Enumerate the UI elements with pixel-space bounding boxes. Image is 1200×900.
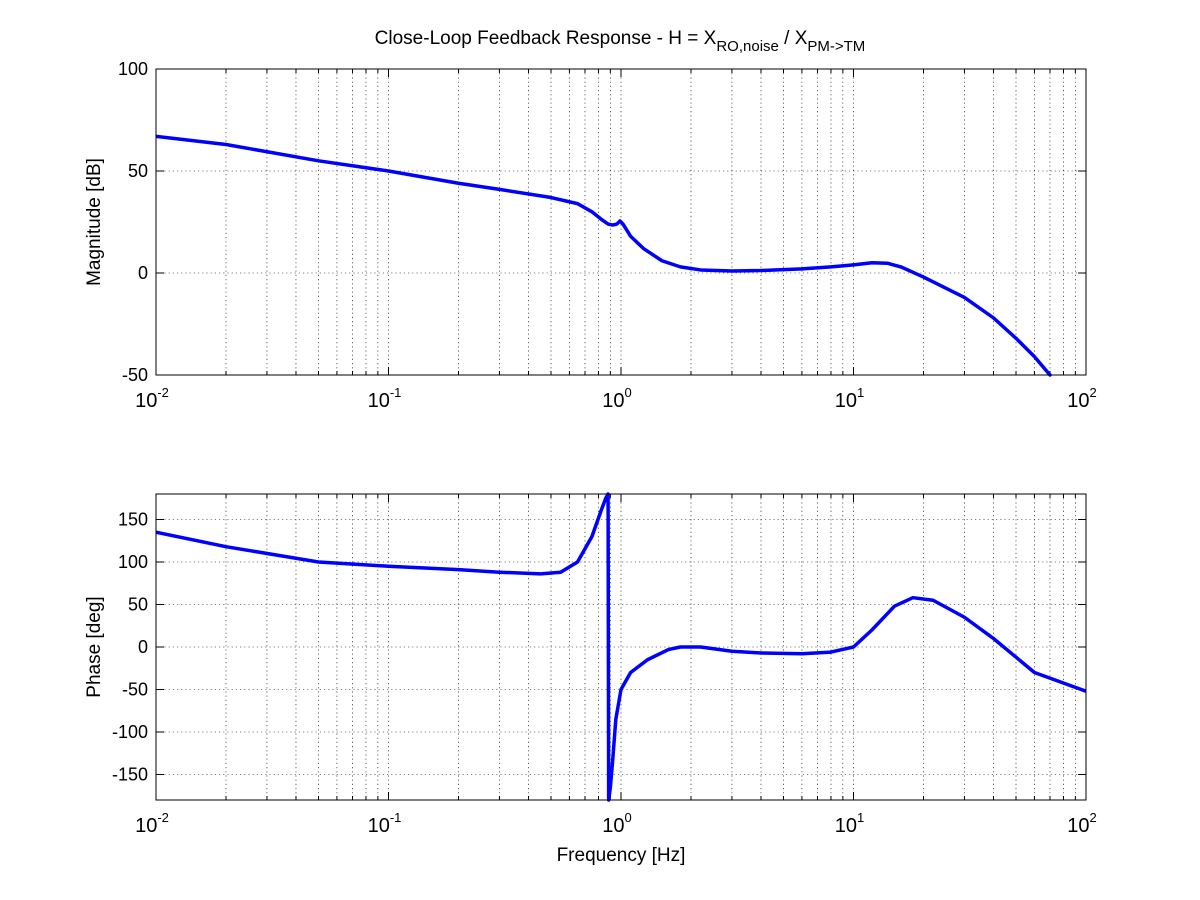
magnitude-x-tick-label: 102 — [1067, 385, 1096, 412]
figure-title: Close-Loop Feedback Response - H = XRO,n… — [375, 28, 866, 55]
phase-x-tick-label: 10-1 — [368, 810, 402, 837]
phase-axes-frame — [155, 493, 1087, 801]
phase-x-tick-label: 100 — [602, 810, 631, 837]
magnitude-y-tick-label: 50 — [128, 161, 148, 181]
phase-y-tick-label: -50 — [122, 680, 148, 700]
magnitude-plot: 10-2 10-1 100 101 102 -50 0 50 100 Magnitude [dB] — [84, 59, 1097, 412]
magnitude-x-tick-label: 101 — [835, 385, 864, 412]
phase-y-tick-label: 100 — [118, 552, 148, 572]
magnitude-x-tick-label: 10-2 — [135, 385, 169, 412]
magnitude-series-line — [156, 134, 1052, 377]
phase-y-tick-label: 150 — [118, 510, 148, 530]
magnitude-x-tick-label: 100 — [602, 385, 631, 412]
phase-x-tick-label: 102 — [1067, 810, 1096, 837]
phase-series-line — [156, 492, 1086, 802]
phase-x-tick-label: 10-2 — [135, 810, 169, 837]
phase-y-axis-label: Phase [deg] — [84, 596, 105, 697]
magnitude-x-tick-label: 10-1 — [368, 385, 402, 412]
magnitude-y-tick-label: 100 — [118, 59, 148, 79]
magnitude-y-tick-label: -50 — [122, 365, 148, 385]
phase-x-tick-label: 101 — [835, 810, 864, 837]
magnitude-y-tick-label: 0 — [138, 263, 148, 283]
magnitude-y-axis-label: Magnitude [dB] — [84, 158, 105, 286]
phase-y-tick-label: 50 — [128, 595, 148, 615]
phase-y-tick-label: -150 — [112, 765, 148, 785]
phase-x-axis-label: Frequency [Hz] — [557, 845, 686, 866]
phase-y-tick-label: -100 — [112, 722, 148, 742]
magnitude-axes-frame — [155, 68, 1087, 376]
phase-y-tick-label: 0 — [138, 637, 148, 657]
phase-plot: 10-2 10-1 100 101 102 -150 -100 -50 0 50 100 150 Pha… — [84, 492, 1097, 866]
